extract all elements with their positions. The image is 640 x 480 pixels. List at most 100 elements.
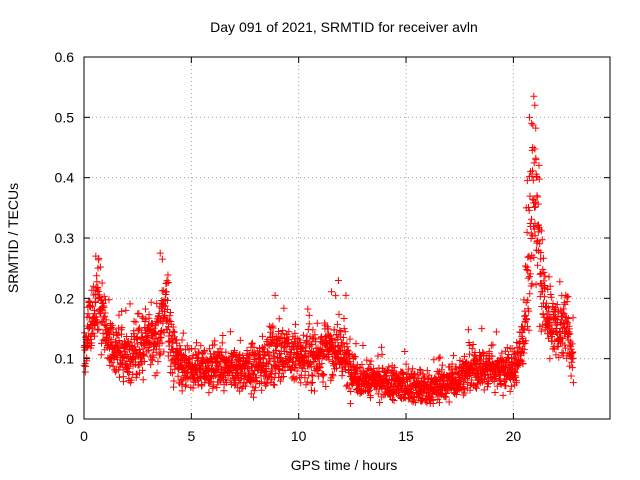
data-point xyxy=(567,372,575,380)
data-point xyxy=(94,283,102,291)
data-point xyxy=(252,384,260,392)
data-point xyxy=(410,392,418,400)
data-point xyxy=(299,331,307,339)
data-point xyxy=(158,339,166,347)
data-point xyxy=(566,330,574,338)
data-point xyxy=(87,339,95,347)
data-point xyxy=(248,339,256,347)
data-point xyxy=(364,387,372,395)
data-point xyxy=(260,345,268,353)
x-tick-label: 15 xyxy=(398,428,414,444)
data-point xyxy=(152,329,160,337)
data-point xyxy=(445,398,453,406)
data-point xyxy=(461,389,469,397)
data-point xyxy=(139,351,147,359)
data-point xyxy=(389,396,397,404)
data-point xyxy=(430,356,438,364)
data-point xyxy=(524,253,532,261)
data-point xyxy=(94,294,102,302)
data-point xyxy=(200,346,208,354)
data-point xyxy=(546,282,554,290)
data-point xyxy=(153,369,161,377)
data-point xyxy=(305,311,313,319)
data-point xyxy=(115,311,123,319)
data-point xyxy=(316,364,324,372)
data-point xyxy=(341,328,349,336)
data-point xyxy=(377,343,385,351)
data-point xyxy=(391,364,399,372)
y-tick-label: 0 xyxy=(66,411,74,427)
data-point xyxy=(93,320,101,328)
data-point xyxy=(178,336,186,344)
data-point xyxy=(519,360,527,368)
data-point xyxy=(538,236,546,244)
data-point xyxy=(88,302,96,310)
data-point xyxy=(213,384,221,392)
data-point xyxy=(563,354,571,362)
data-point xyxy=(537,249,545,257)
data-point xyxy=(114,331,122,339)
data-point xyxy=(162,288,170,296)
data-point xyxy=(358,361,366,369)
data-point xyxy=(154,358,162,366)
data-point xyxy=(555,353,563,361)
data-point xyxy=(339,334,347,342)
grid-lines xyxy=(84,57,610,419)
data-point xyxy=(301,374,309,382)
data-point xyxy=(220,387,228,395)
data-point xyxy=(525,113,533,121)
data-point xyxy=(139,376,147,384)
data-point xyxy=(558,349,566,357)
data-point xyxy=(553,301,561,309)
data-point xyxy=(536,322,544,330)
data-point xyxy=(568,364,576,372)
data-point xyxy=(427,393,435,401)
data-point xyxy=(236,336,244,344)
data-point xyxy=(271,291,279,299)
data-point xyxy=(363,356,371,364)
data-point xyxy=(116,347,124,355)
data-point xyxy=(160,348,168,356)
data-point xyxy=(556,278,564,286)
data-point xyxy=(206,345,214,353)
data-point xyxy=(164,278,172,286)
data-point xyxy=(492,328,500,336)
data-point xyxy=(265,360,273,368)
data-point xyxy=(322,382,330,390)
data-point xyxy=(167,357,175,365)
data-point xyxy=(438,361,446,369)
data-point xyxy=(87,335,95,343)
data-point xyxy=(250,343,258,351)
data-point xyxy=(522,204,530,212)
data-point xyxy=(532,124,540,132)
data-point xyxy=(503,354,511,362)
data-point xyxy=(404,377,412,385)
data-point xyxy=(524,296,532,304)
data-point xyxy=(333,320,341,328)
data-point xyxy=(318,360,326,368)
data-point xyxy=(105,296,113,304)
data-point xyxy=(108,359,116,367)
data-point xyxy=(464,326,472,334)
data-point xyxy=(122,306,130,314)
data-point xyxy=(549,299,557,307)
data-point xyxy=(456,356,464,364)
data-point xyxy=(132,346,140,354)
data-point xyxy=(460,385,468,393)
data-point xyxy=(367,394,375,402)
data-point xyxy=(269,330,277,338)
data-point xyxy=(275,328,283,336)
data-point xyxy=(539,265,547,273)
data-point xyxy=(171,328,179,336)
data-point xyxy=(491,373,499,381)
data-point xyxy=(297,379,305,387)
data-point xyxy=(390,396,398,404)
data-point xyxy=(258,332,266,340)
data-point xyxy=(204,361,212,369)
data-point xyxy=(94,326,102,334)
data-point xyxy=(166,309,174,317)
data-point xyxy=(540,293,548,301)
data-point xyxy=(308,371,316,379)
data-point xyxy=(278,373,286,381)
data-point xyxy=(541,281,549,289)
